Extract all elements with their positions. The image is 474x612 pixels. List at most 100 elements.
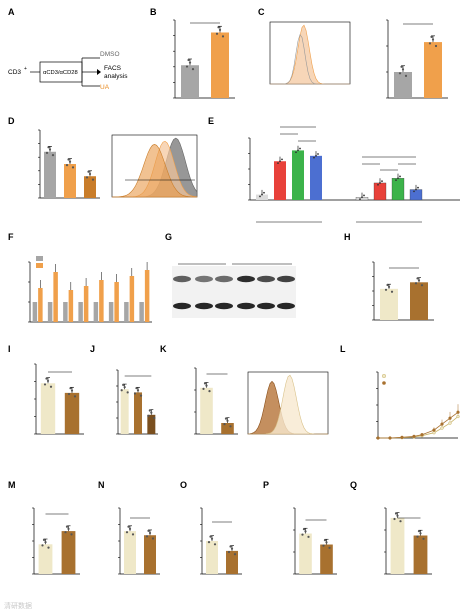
- bar: [64, 164, 76, 198]
- panel-f-gene-expression-chart: [28, 256, 152, 323]
- data-point: [396, 514, 399, 517]
- data-point: [208, 390, 211, 393]
- data-point: [188, 61, 192, 64]
- data-point: [417, 530, 421, 533]
- data-point: [393, 517, 396, 521]
- data-point: [299, 147, 301, 150]
- series-point-ctrl: [448, 421, 452, 425]
- data-point: [70, 533, 73, 536]
- data-point: [217, 26, 220, 29]
- analysis-label: analysis: [104, 73, 128, 80]
- data-point: [46, 379, 50, 383]
- data-point: [215, 32, 219, 35]
- bar: [391, 178, 405, 201]
- data-point: [126, 391, 129, 394]
- bar: [256, 194, 268, 200]
- data-point: [148, 531, 152, 535]
- data-point: [64, 531, 67, 534]
- arrow-head: [97, 69, 101, 75]
- data-point: [395, 179, 397, 182]
- bar: [84, 176, 96, 198]
- data-point: [68, 160, 72, 163]
- data-point: [203, 382, 207, 385]
- data-point: [328, 546, 331, 549]
- data-point: [128, 527, 132, 531]
- bar: [299, 533, 312, 574]
- bar: [390, 517, 405, 574]
- bar: [409, 189, 423, 201]
- data-point: [49, 385, 53, 388]
- data-point: [43, 383, 47, 386]
- bar: [44, 151, 56, 198]
- data-point: [91, 178, 95, 181]
- panel-d-mitotracker-bar-chart: [38, 129, 100, 199]
- data-point: [307, 535, 310, 538]
- parkin-band: [277, 275, 295, 283]
- panel-b-tmrm-bar-chart: [173, 19, 235, 99]
- dmso-label: DMSO: [100, 51, 120, 58]
- panel-letter-b: B: [150, 7, 157, 17]
- data-point: [73, 395, 77, 398]
- data-point: [151, 537, 155, 540]
- bar-dmso: [124, 302, 129, 322]
- dmso-histogram: [270, 33, 350, 85]
- bar: [410, 282, 428, 320]
- data-point: [416, 277, 419, 280]
- data-point: [302, 528, 306, 531]
- series-point-ua: [388, 436, 392, 440]
- bar: [373, 182, 387, 201]
- data-point: [47, 546, 50, 549]
- panel-letter-a: A: [8, 7, 15, 17]
- bar: [310, 155, 322, 200]
- data-point: [325, 541, 328, 544]
- data-point: [404, 74, 408, 77]
- data-point: [209, 535, 212, 538]
- ua50-histogram: [112, 143, 197, 198]
- bar: [181, 65, 199, 98]
- parkin-band: [195, 275, 213, 283]
- data-point: [428, 42, 432, 45]
- series-point-ctrl: [440, 426, 444, 430]
- data-point: [279, 160, 281, 163]
- data-point: [191, 68, 195, 71]
- data-point: [139, 394, 143, 397]
- panel-letters: A B C D E F G H I J K L M N O P Q: [8, 7, 357, 490]
- data-point: [47, 146, 50, 149]
- data-point: [51, 154, 55, 157]
- bar: [413, 535, 428, 574]
- data-point: [233, 553, 237, 556]
- facs-label: FACS: [104, 65, 122, 72]
- bar: [124, 531, 136, 574]
- data-point: [230, 547, 234, 550]
- data-point: [127, 525, 130, 528]
- data-point: [125, 531, 129, 534]
- data-point: [44, 541, 47, 544]
- parkin-band: [257, 275, 275, 283]
- series-point-ua: [420, 433, 424, 437]
- data-point: [67, 527, 70, 531]
- bar: [292, 150, 304, 200]
- panel-e-mitotracker-subsets-chart: [248, 126, 460, 223]
- data-point: [131, 533, 135, 536]
- panel-g-western-blot: [172, 263, 296, 318]
- bar-ua: [114, 282, 119, 322]
- data-point: [187, 58, 190, 62]
- data-point: [390, 290, 394, 293]
- data-point: [431, 38, 435, 41]
- legend-swatch-dmso: [36, 256, 43, 261]
- data-point: [384, 288, 388, 291]
- panel-letter-p: P: [263, 480, 269, 490]
- panel-c-lysotracker-bar-chart: [386, 19, 448, 99]
- data-point: [430, 35, 433, 39]
- panel-l-tumor-growth-chart: [376, 371, 460, 440]
- bar-dmso: [47, 302, 53, 322]
- data-point: [301, 533, 304, 536]
- data-point: [399, 520, 402, 523]
- bar-dmso: [93, 302, 99, 322]
- actin-band: [257, 302, 275, 310]
- data-point: [413, 190, 415, 193]
- bar: [394, 72, 412, 98]
- data-point: [259, 195, 261, 198]
- cell-label-sup: +: [24, 66, 27, 72]
- panel-k-tcf1-bar-chart: [194, 367, 238, 435]
